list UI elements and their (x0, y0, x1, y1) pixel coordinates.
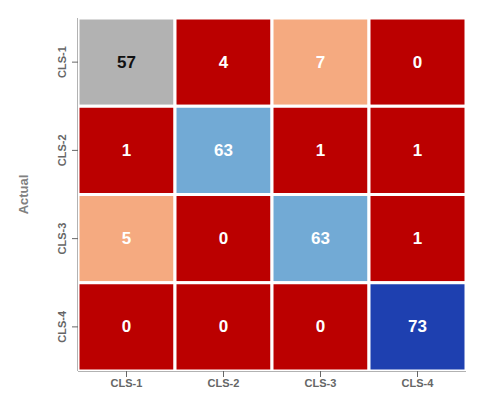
svg-text:0: 0 (413, 53, 422, 72)
svg-text:4: 4 (219, 53, 229, 72)
svg-text:Actual: Actual (16, 175, 31, 215)
svg-text:0: 0 (219, 317, 228, 336)
svg-text:CLS-2: CLS-2 (208, 377, 240, 389)
svg-text:1: 1 (316, 141, 325, 160)
svg-text:CLS-1: CLS-1 (56, 46, 68, 78)
svg-text:63: 63 (311, 229, 330, 248)
svg-text:1: 1 (413, 229, 422, 248)
svg-text:7: 7 (316, 53, 325, 72)
svg-text:73: 73 (408, 317, 427, 336)
svg-text:57: 57 (117, 53, 136, 72)
svg-text:CLS-2: CLS-2 (56, 134, 68, 166)
svg-text:CLS-1: CLS-1 (111, 377, 143, 389)
svg-text:CLS-3: CLS-3 (56, 223, 68, 255)
svg-text:0: 0 (219, 229, 228, 248)
svg-text:0: 0 (122, 317, 131, 336)
svg-text:0: 0 (316, 317, 325, 336)
svg-text:63: 63 (214, 141, 233, 160)
svg-text:CLS-3: CLS-3 (305, 377, 337, 389)
svg-text:CLS-4: CLS-4 (56, 310, 68, 343)
svg-text:1: 1 (122, 141, 131, 160)
svg-text:1: 1 (413, 141, 422, 160)
svg-text:CLS-4: CLS-4 (402, 377, 435, 389)
svg-text:5: 5 (122, 229, 131, 248)
